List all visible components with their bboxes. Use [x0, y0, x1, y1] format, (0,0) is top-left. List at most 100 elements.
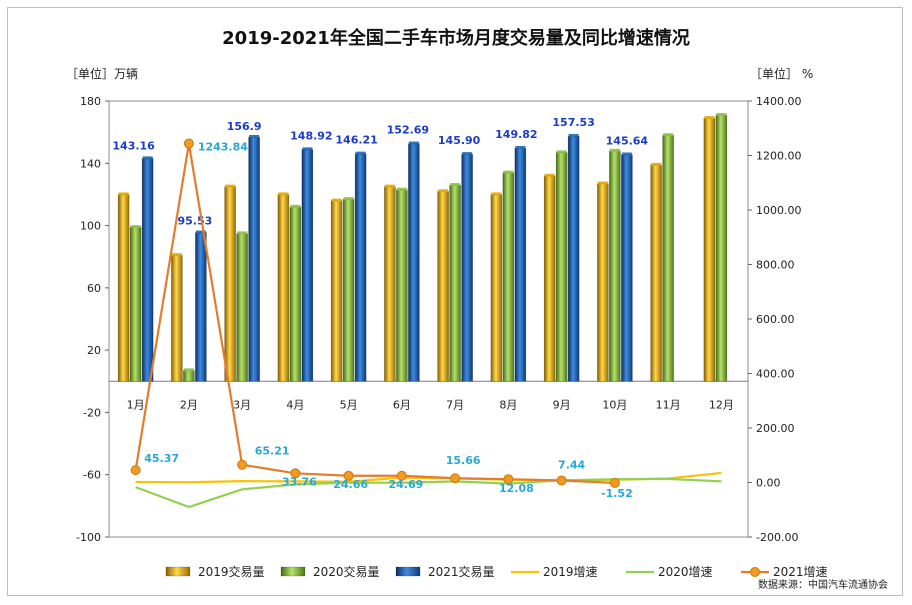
left-tick-label: 20	[87, 344, 101, 357]
right-tick-label: 600.00	[756, 313, 795, 326]
bar-2019-cap	[597, 181, 608, 185]
month-label: 7月	[446, 398, 464, 411]
chart-title: 2019-2021年全国二手车市场月度交易量及同比增速情况	[222, 27, 690, 49]
legend: 2019交易量 2020交易量 2021交易量 2019增速 2020增速 2021增速	[165, 564, 828, 579]
bar-2020-cap	[716, 113, 727, 117]
growth-2021-point	[237, 459, 248, 470]
bar-2019	[330, 200, 343, 382]
growth-2021-point	[183, 138, 194, 149]
growth-2021-value-label: 33.76	[282, 475, 317, 488]
left-tick-label: 60	[87, 282, 101, 295]
growth-2020-line	[135, 477, 722, 509]
bar-2021	[141, 158, 154, 382]
growth-2021-value-label: 24.66	[333, 478, 368, 491]
bar-2021-cap	[249, 134, 260, 138]
bar-2020-cap	[343, 197, 354, 201]
growth-2021-point	[609, 477, 620, 488]
bar-2021-value-label: 148.92	[290, 129, 332, 142]
growth-2021-value-label: 1243.84	[198, 141, 248, 154]
growth-2021-value-label: -1.52	[601, 487, 633, 500]
bar-2020-cap	[130, 225, 141, 229]
bar-2019-cap	[278, 192, 289, 196]
left-tick-label: 140	[80, 157, 101, 170]
legend-label: 2021交易量	[428, 564, 495, 579]
bar-2021-cap	[515, 145, 526, 149]
bar-2021-value-label: 152.69	[387, 124, 429, 137]
bar-2020-cap	[237, 231, 248, 235]
bar-2019-cap	[438, 189, 449, 193]
legend-swatch-2021交易量	[395, 566, 421, 577]
growth-2021-point	[396, 470, 407, 481]
bar-2021	[621, 154, 633, 382]
bar-2020-cap	[503, 170, 514, 174]
right-tick-label: 1400.00	[756, 95, 802, 108]
bar-2020-cap	[396, 187, 407, 191]
bar-2020	[715, 114, 728, 382]
bar-2019-cap	[118, 192, 129, 196]
bar-2021	[195, 232, 207, 382]
bar-2021-value-label: 149.82	[495, 128, 537, 141]
bar-2019	[703, 117, 716, 382]
bar-2021	[567, 135, 580, 382]
right-tick-label: 400.00	[756, 368, 795, 381]
data-source: 数据来源：中国汽车流通协会	[758, 578, 888, 591]
month-label: 8月	[499, 398, 517, 411]
bar-2020	[342, 198, 355, 382]
bar-2020	[609, 150, 621, 382]
bar-2019-cap	[651, 162, 662, 166]
bar-2019	[650, 164, 662, 382]
month-label: 5月	[340, 398, 358, 411]
bar-2021-cap	[462, 152, 473, 156]
bar-2019	[224, 186, 236, 382]
bar-2020	[289, 206, 302, 382]
right-tick-label: 800.00	[756, 259, 795, 272]
legend-label: 2020增速	[658, 565, 713, 579]
bar-2020	[396, 189, 408, 382]
bar-2021-value-label: 143.16	[112, 139, 155, 152]
growth-2021-value-label: 65.21	[255, 445, 290, 458]
left-tick-label: -100	[76, 531, 101, 544]
bar-2020	[449, 184, 461, 382]
bar-2019	[277, 194, 290, 382]
bar-2021	[248, 136, 260, 382]
bar-2019-cap	[171, 253, 182, 257]
left-tick-label: -20	[83, 406, 101, 419]
right-tick-label: 1000.00	[756, 204, 802, 217]
chart-frame: 2019-2021年全国二手车市场月度交易量及同比增速情况 ［单位］万辆 ［单位…	[7, 7, 903, 596]
bar-2019-cap	[544, 173, 555, 177]
bar-2019-cap	[225, 184, 236, 188]
month-label: 4月	[286, 398, 304, 411]
growth-2021-point	[290, 468, 301, 479]
left-tick-label: 100	[80, 220, 101, 233]
bar-2019	[597, 183, 609, 382]
bar-2021-cap	[355, 151, 366, 155]
bar-2021	[461, 153, 473, 382]
bar-2020	[236, 233, 248, 382]
chart-canvas: 2019-2021年全国二手车市场月度交易量及同比增速情况 ［单位］万辆 ［单位…	[66, 27, 888, 591]
legend-swatch-2020交易量	[280, 566, 306, 577]
month-label: 3月	[233, 398, 251, 411]
bar-2021-value-label: 145.64	[606, 135, 649, 148]
bar-2020-cap	[183, 368, 194, 372]
bar-2020-cap	[609, 148, 620, 152]
month-label: 1月	[127, 398, 145, 411]
growth-2021-point	[503, 474, 514, 485]
legend-label: 2019增速	[543, 565, 598, 579]
bar-2021-cap	[195, 230, 206, 234]
plot-area: 180 140 100 60 20 -20 -60 -100 1400.00 1200.00 100…	[76, 95, 801, 544]
right-axis-unit: ［单位］ %	[750, 66, 813, 81]
bar-2021-value-label: 95.53	[177, 215, 212, 228]
bar-2021-cap	[302, 147, 313, 151]
right-tick-label: 200.00	[756, 422, 795, 435]
bar-2019	[490, 194, 503, 382]
bar-2019-cap	[384, 184, 395, 188]
legend-label: 2019交易量	[198, 564, 265, 579]
month-label: 12月	[709, 398, 734, 411]
bar-2021	[514, 147, 527, 382]
bar-2020-cap	[450, 183, 461, 187]
bar-2021	[301, 149, 314, 382]
bar-2019-cap	[704, 116, 715, 120]
bar-2019	[384, 186, 396, 382]
right-tick-label: -200.00	[756, 531, 798, 544]
left-tick-label: 180	[80, 95, 101, 108]
